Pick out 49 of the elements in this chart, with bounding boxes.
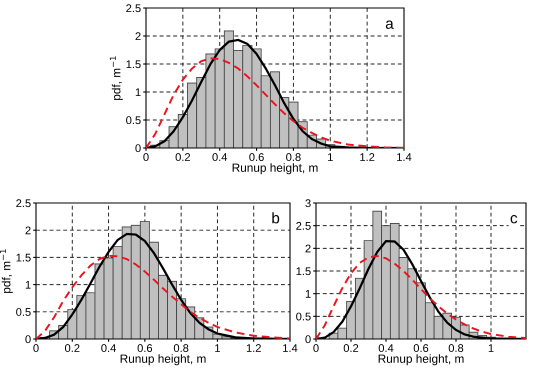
- y-tick-label: 2.5: [296, 222, 311, 230]
- x-tick-label: 1.2: [360, 153, 374, 161]
- y-axis-title: pdf, m$^{−1}$: [110, 56, 123, 100]
- x-tick-label: 1: [328, 153, 333, 161]
- x-tick-label: 0.4: [101, 344, 116, 352]
- y-tick-label: 2: [136, 32, 141, 40]
- x-tick-label: 0.4: [378, 344, 394, 352]
- y-tick-label: 0.5: [16, 308, 31, 316]
- x-tick-label: 0.2: [176, 153, 190, 162]
- x-tick-label: 0.8: [286, 153, 301, 162]
- y-tick-label: 2: [306, 244, 311, 252]
- x-tick-label: 0: [33, 344, 39, 352]
- x-tick-label: 0.2: [65, 344, 80, 352]
- x-tick-label: 0.8: [174, 344, 188, 352]
- x-tick-label: 0.2: [344, 344, 358, 352]
- x-tick-label: 0.6: [414, 344, 428, 352]
- y-tick-label: 2: [26, 226, 31, 234]
- y-tick-label: 1.5: [126, 60, 141, 68]
- x-tick-label: 1.4: [283, 344, 298, 352]
- x-tick-label: 1.2: [246, 344, 261, 352]
- x-axis-title: Runup height, m: [232, 163, 318, 174]
- y-tick-label: 0.5: [126, 116, 141, 124]
- annotation: b: [272, 212, 280, 224]
- x-tick-label: 1.4: [397, 153, 412, 161]
- y-tick-label: 3: [305, 199, 311, 208]
- y-tick-label: 0.5: [296, 312, 311, 320]
- y-axis-title: pdf, m$^{−1}$: [0, 249, 13, 293]
- x-tick-label: 0.6: [249, 153, 264, 162]
- y-tick-label: 1: [306, 290, 311, 298]
- y-tick-label: 0: [305, 335, 311, 344]
- x-axis-title: Runup height, m: [378, 354, 464, 366]
- y-tick-label: 1.5: [296, 267, 311, 276]
- x-tick-label: 0.8: [448, 344, 464, 352]
- x-tick-label: 1: [215, 344, 220, 352]
- annotation: a: [386, 20, 394, 29]
- x-tick-label: 1: [488, 344, 494, 352]
- x-tick-label: 0: [143, 153, 149, 162]
- y-tick-label: 0: [135, 144, 141, 152]
- y-tick-label: 1: [136, 88, 141, 96]
- y-tick-label: 0: [25, 335, 31, 344]
- y-tick-label: 2.5: [126, 4, 141, 12]
- y-tick-label: 2.5: [16, 199, 31, 208]
- x-tick-label: 0.4: [212, 153, 228, 162]
- y-tick-label: 1.5: [16, 254, 31, 262]
- y-tick-label: 1: [26, 280, 31, 289]
- annotation: c: [510, 215, 518, 224]
- x-tick-label: 0: [313, 344, 319, 352]
- x-axis-title: Runup height, m: [120, 354, 206, 366]
- x-tick-label: 0.6: [138, 344, 152, 352]
